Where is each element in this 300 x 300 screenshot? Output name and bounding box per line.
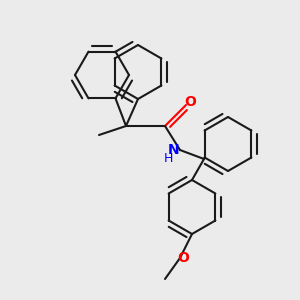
Text: O: O <box>184 95 196 109</box>
Text: H: H <box>163 152 173 166</box>
Text: O: O <box>177 251 189 265</box>
Text: N: N <box>168 143 180 157</box>
